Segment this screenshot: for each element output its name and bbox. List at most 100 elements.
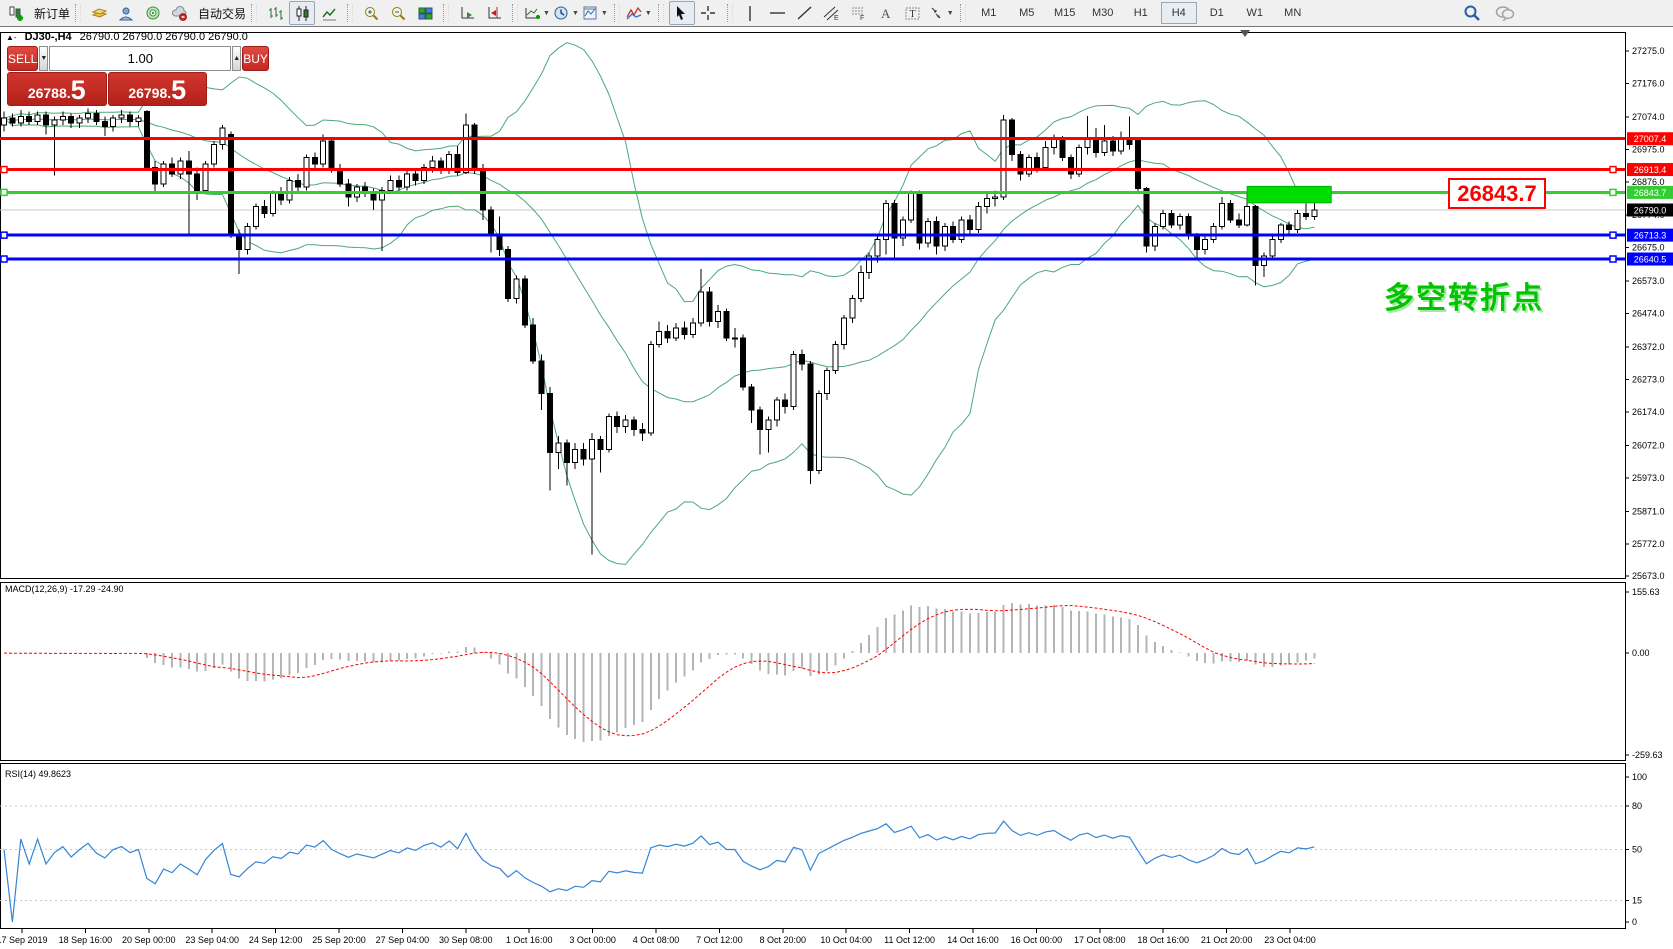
bollinger-lower-band (3, 117, 1315, 565)
indicators-list-button[interactable]: ▼ (625, 1, 653, 25)
line-endpoint-marker[interactable] (1609, 255, 1617, 263)
candle-chart-button[interactable] (289, 1, 316, 25)
chart-window[interactable]: 27275.027176.027074.026975.026876.026774… (0, 27, 1673, 949)
templates-icon (583, 6, 597, 19)
volume-decrease-button[interactable]: ▼ (39, 46, 49, 71)
price-tick-label: 27074.0 (1632, 112, 1665, 122)
text-label-button[interactable]: T (900, 1, 926, 25)
tf-h4-button[interactable]: H4 (1160, 2, 1197, 24)
shapes-icon (931, 7, 941, 18)
horizontal-line-button[interactable] (765, 1, 791, 25)
time-tick-label: 20 Sep 00:00 (122, 935, 176, 945)
chart-shift-button[interactable] (481, 1, 507, 25)
trendline-button[interactable] (792, 1, 818, 25)
turning-point-annotation[interactable]: 多空转折点 (1384, 282, 1544, 315)
add-indicator-icon (525, 7, 541, 19)
volume-increase-button[interactable]: ▲ (232, 46, 242, 71)
tf-m1-button[interactable]: M1 (981, 7, 997, 19)
docs-button[interactable] (86, 1, 112, 25)
new-order-button[interactable] (3, 1, 29, 25)
sell-price: 26788. (27, 85, 71, 101)
signal-icon (146, 6, 160, 19)
chat-icon[interactable] (1495, 5, 1515, 21)
autotrading-button[interactable] (167, 1, 193, 25)
volume-input[interactable] (49, 46, 232, 71)
chart-title: ▲- DJ30-,H4 26790.0 26790.0 26790.0 2679… (6, 31, 248, 43)
horizontal-line-icon (770, 11, 786, 14)
time-axis[interactable]: 17 Sep 2019 18 Sep 16:00 20 Sep 00:00 23 Se… (0, 929, 1316, 945)
time-tick-label: 7 Oct 12:00 (696, 935, 743, 945)
tf-w1-button[interactable]: W1 (1246, 7, 1263, 19)
tf-m30-button[interactable]: M30 (1092, 7, 1114, 19)
crosshair-button[interactable] (696, 1, 722, 25)
tf-m5-button[interactable]: M5 (1019, 7, 1035, 19)
time-tick-label: 10 Oct 04:00 (820, 935, 872, 945)
text-button[interactable]: A (873, 1, 899, 25)
tf-d1-button[interactable]: D1 (1209, 7, 1224, 19)
templates-button[interactable]: ▼ (581, 1, 609, 25)
tile-windows-button[interactable] (412, 1, 438, 25)
new-order-label[interactable]: 新订单 (34, 6, 71, 21)
line-endpoint-marker[interactable] (1609, 165, 1617, 174)
signal-button[interactable] (140, 1, 166, 25)
channel-button[interactable]: E (819, 1, 845, 25)
chart-shift-marker-icon[interactable] (1240, 30, 1250, 37)
zoom-out-button[interactable] (385, 1, 411, 25)
tf-mn-button[interactable]: MN (1284, 7, 1302, 19)
line-chart-button[interactable] (316, 1, 342, 25)
auto-scroll-button[interactable] (454, 1, 480, 25)
tile-windows-icon (418, 7, 433, 19)
tf-m15-button[interactable]: M15 (1054, 7, 1076, 19)
tf-h1-button[interactable]: H1 (1133, 7, 1148, 19)
line-endpoint-marker[interactable] (0, 255, 8, 263)
buy-price: 26798. (128, 85, 172, 101)
bollinger-upper-band (3, 42, 1315, 303)
toolbar-grip (959, 4, 966, 22)
panel-border (0, 582, 1626, 761)
price-callout-box[interactable]: 26843.7 (1448, 178, 1546, 209)
bar-chart-button[interactable] (262, 1, 288, 25)
channel-icon: E (823, 6, 839, 22)
cursor-button[interactable] (668, 1, 695, 25)
sell-button[interactable]: SELL (7, 46, 39, 71)
price-chart[interactable]: 27275.027176.027074.026975.026876.026774… (0, 27, 1673, 949)
profile-button[interactable] (113, 1, 139, 25)
zoom-in-button[interactable] (358, 1, 384, 25)
macd-histogram (11, 603, 1316, 742)
candlesticks (1, 108, 1318, 555)
cursor-icon (677, 5, 686, 20)
buy-price-panel[interactable]: 26798. 5 (107, 72, 207, 106)
buy-button[interactable]: BUY (242, 46, 269, 71)
rsi-tick-label: 0 (1632, 917, 1637, 927)
toolbar-grip (75, 4, 82, 22)
bar-chart-icon (268, 6, 283, 20)
chevron-down-icon: ▼ (571, 9, 579, 17)
line-endpoint-marker[interactable] (0, 165, 8, 174)
add-indicator-button[interactable]: ▼ (523, 1, 551, 25)
time-tick-label: 27 Sep 04:00 (376, 935, 430, 945)
vertical-line-icon (749, 5, 751, 21)
price-tick-label: 26273.0 (1632, 375, 1665, 385)
periods-clock-button[interactable]: ▼ (552, 1, 580, 25)
line-endpoint-marker[interactable] (1609, 231, 1617, 239)
buy-price-big-digit: 5 (171, 75, 187, 105)
autotrading-label[interactable]: 自动交易 (198, 6, 247, 21)
sell-price-big-digit: 5 (70, 75, 86, 105)
svg-text:26913.4: 26913.4 (1634, 165, 1667, 175)
fibonacci-button[interactable]: F (846, 1, 872, 25)
line-endpoint-marker[interactable] (0, 231, 8, 239)
sell-price-panel[interactable]: 26788. 5 (7, 72, 107, 106)
price-axis[interactable]: 27275.027176.027074.026975.026876.026774… (1625, 46, 1665, 927)
shapes-button[interactable]: ▼ (927, 1, 955, 25)
macd-indicator-label: MACD(12,26,9) -17.29 -24.90 (5, 584, 124, 594)
highlight-rectangle[interactable] (1246, 185, 1332, 204)
time-tick-label: 8 Oct 20:00 (760, 935, 807, 945)
line-endpoint-marker[interactable] (1609, 188, 1617, 197)
chevron-down-icon: ▼ (644, 9, 652, 17)
macd-tick-label: 0.00 (1632, 648, 1650, 658)
svg-text:E: E (834, 15, 839, 22)
vertical-line-button[interactable] (738, 1, 764, 25)
line-endpoint-marker[interactable] (0, 188, 8, 197)
search-icon[interactable] (1463, 4, 1481, 22)
price-tick-label: 26975.0 (1632, 144, 1665, 154)
